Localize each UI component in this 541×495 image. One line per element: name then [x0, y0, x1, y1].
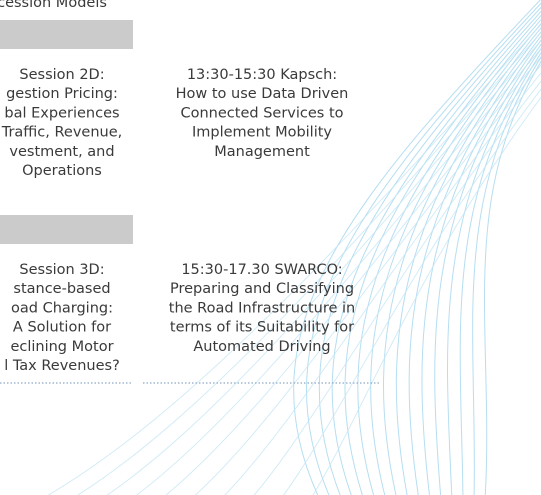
- decor-curve: [293, 0, 541, 495]
- session-title-line: Traffic, Revenue,: [1, 125, 123, 141]
- decor-curve: [306, 2, 541, 495]
- header-bar: [0, 20, 133, 49]
- talk-line: Connected Services to: [181, 105, 344, 121]
- decor-curve: [194, 64, 541, 495]
- decor-curve: [357, 18, 541, 495]
- session-title-line: gestion Pricing:: [6, 86, 118, 102]
- decor-curve: [408, 35, 541, 495]
- decoration: [47, 0, 541, 495]
- session-title-line: eclining Motor: [10, 339, 113, 355]
- decor-curve: [459, 52, 541, 495]
- session-title-line: A Solution for: [13, 320, 111, 336]
- decor-curve: [283, 88, 541, 495]
- decor-curve: [434, 43, 541, 495]
- session-title-line: oad Charging:: [11, 300, 113, 316]
- session-title-line: bal Experiences: [4, 105, 119, 121]
- decor-curve: [47, 23, 541, 495]
- talk-line: 13:30-15:30 Kapsch:: [187, 67, 337, 83]
- talk-line: terms of its Suitability for: [170, 320, 354, 336]
- decor-curve: [77, 31, 541, 495]
- talk-line: Management: [214, 144, 310, 160]
- talk-line: the Road Infrastructure in: [169, 300, 355, 316]
- decor-curve: [318, 6, 541, 495]
- decor-curve: [224, 72, 541, 495]
- talk-line: Preparing and Classifying: [170, 281, 354, 297]
- talk-line: Implement Mobility: [192, 125, 332, 141]
- session-title-line: vestment, and: [9, 144, 114, 160]
- talk-line: Automated Driving: [193, 339, 330, 355]
- talk-line: How to use Data Driven: [176, 86, 349, 102]
- session-title-line: Operations: [22, 163, 102, 179]
- top-fragment: cession Models: [0, 0, 107, 11]
- decor-curve: [135, 47, 541, 495]
- session-title-line: Session 2D:: [19, 67, 104, 83]
- decor-curve: [312, 96, 541, 495]
- decor-curve: [106, 39, 541, 495]
- session-title-line: stance-based: [13, 281, 110, 297]
- decor-curve: [253, 80, 541, 495]
- decor-curve: [370, 23, 541, 495]
- header-bar: [0, 215, 133, 244]
- session-title-line: l Tax Revenues?: [4, 358, 120, 374]
- session-title-line: Session 3D:: [19, 262, 104, 278]
- decor-curve: [395, 31, 541, 495]
- decor-curve: [447, 47, 541, 495]
- decor-curve: [165, 56, 541, 495]
- decor-curve: [472, 56, 541, 495]
- talk-line: 15:30-17.30 SWARCO:: [181, 262, 342, 278]
- decor-curve: [483, 60, 541, 495]
- decor-curve: [383, 27, 541, 495]
